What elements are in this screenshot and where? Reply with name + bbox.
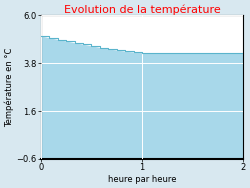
Title: Evolution de la température: Evolution de la température	[64, 4, 220, 15]
Y-axis label: Température en °C: Température en °C	[4, 48, 14, 127]
X-axis label: heure par heure: heure par heure	[108, 175, 176, 184]
